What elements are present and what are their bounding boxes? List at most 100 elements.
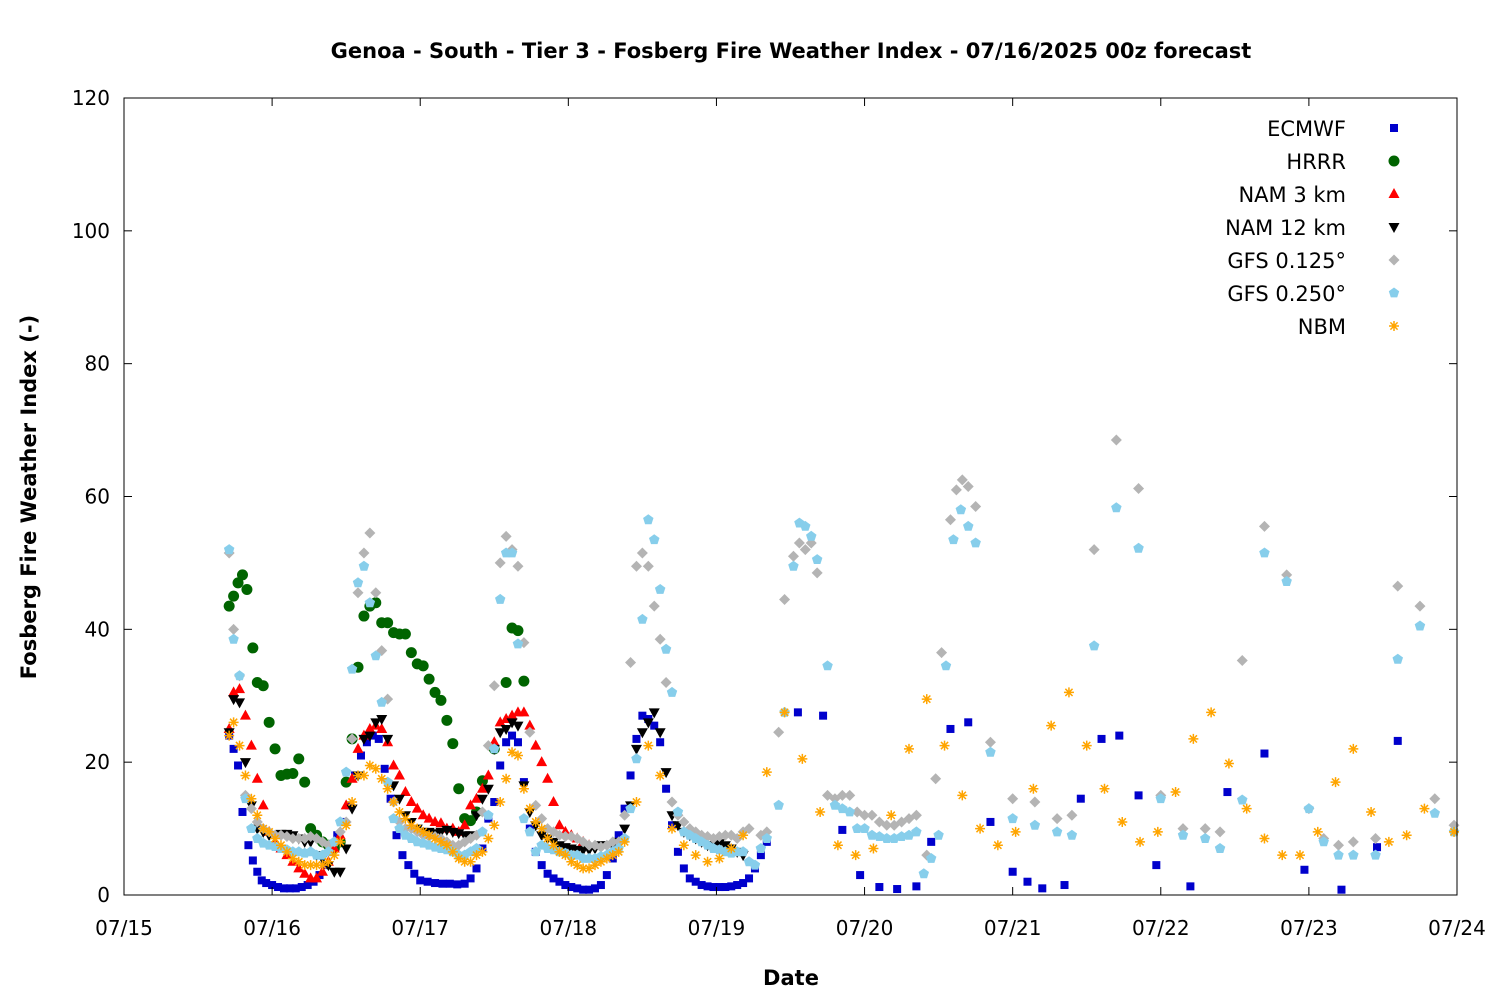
data-point	[930, 773, 942, 785]
data-point	[1177, 823, 1189, 835]
data-point	[650, 721, 659, 730]
data-point	[382, 734, 394, 745]
data-point	[660, 676, 672, 688]
data-point	[356, 751, 365, 760]
data-point	[405, 796, 417, 807]
data-point	[518, 813, 530, 824]
x-tick-label: 07/23	[1280, 916, 1338, 940]
data-point	[944, 514, 956, 526]
data-point	[472, 864, 481, 873]
data-point	[1281, 569, 1293, 581]
data-point	[435, 836, 446, 847]
data-point	[1401, 830, 1412, 841]
data-point	[656, 738, 665, 747]
data-point	[1051, 826, 1063, 837]
data-point	[347, 797, 358, 808]
data-point	[1330, 777, 1341, 788]
data-point	[620, 804, 629, 813]
series-ecmwf	[225, 708, 1402, 894]
data-point	[672, 806, 684, 817]
data-point	[364, 527, 376, 539]
data-point	[411, 802, 423, 813]
data-point	[1348, 743, 1359, 754]
data-point	[1373, 843, 1382, 852]
data-point	[223, 544, 235, 555]
data-point	[636, 728, 648, 739]
data-point	[279, 884, 288, 893]
data-point	[224, 730, 235, 741]
legend-label: HRRR	[1286, 150, 1346, 174]
data-point	[334, 867, 346, 878]
data-point	[956, 474, 968, 486]
data-point	[263, 716, 275, 728]
data-point	[293, 856, 304, 867]
data-point	[370, 587, 382, 599]
data-point	[903, 743, 914, 754]
data-point	[926, 853, 937, 863]
data-point	[275, 840, 286, 851]
data-point	[749, 859, 761, 870]
data-point	[234, 761, 243, 770]
data-point	[1429, 793, 1441, 805]
data-point	[506, 547, 518, 558]
data-point	[341, 820, 352, 831]
data-point	[921, 694, 932, 705]
data-point	[584, 863, 595, 874]
data-point	[471, 843, 482, 853]
data-point	[553, 819, 565, 830]
data-point	[404, 861, 413, 870]
data-point	[352, 587, 364, 599]
data-point	[756, 851, 765, 860]
data-point	[435, 817, 447, 828]
data-point	[613, 846, 624, 857]
data-point	[1051, 813, 1063, 825]
data-point	[1392, 580, 1404, 592]
data-point	[1088, 640, 1100, 651]
data-point	[631, 753, 642, 764]
data-point	[548, 796, 560, 807]
data-point	[638, 711, 647, 720]
data-point	[948, 534, 959, 545]
data-point	[482, 769, 494, 780]
data-point	[246, 793, 257, 804]
data-point	[1223, 758, 1234, 769]
data-point	[417, 809, 429, 820]
data-point	[643, 740, 654, 751]
legend-marker	[1388, 287, 1400, 298]
data-point	[779, 593, 791, 605]
data-point	[673, 847, 682, 856]
data-point	[247, 642, 259, 654]
data-point	[1066, 829, 1078, 840]
x-tick-label: 07/17	[391, 916, 449, 940]
data-point	[435, 827, 447, 838]
data-point	[719, 841, 731, 852]
data-point	[648, 600, 660, 612]
data-point	[745, 874, 754, 883]
data-point	[1060, 881, 1069, 890]
data-point	[811, 554, 823, 564]
data-point	[293, 833, 305, 845]
data-point	[1206, 707, 1217, 718]
data-point	[595, 856, 606, 867]
data-point	[297, 883, 306, 892]
data-point	[1393, 736, 1402, 745]
data-point	[566, 856, 577, 867]
data-point	[316, 865, 328, 876]
data-point	[494, 716, 506, 727]
data-point	[543, 869, 552, 878]
data-point	[963, 520, 974, 531]
data-point	[346, 804, 358, 815]
data-point	[1186, 882, 1195, 891]
data-point	[1099, 783, 1110, 794]
data-point	[399, 786, 411, 797]
data-point	[253, 867, 262, 876]
data-point	[721, 883, 730, 892]
data-point	[936, 647, 948, 659]
data-point	[228, 686, 240, 697]
data-point	[738, 830, 749, 841]
data-point	[234, 683, 246, 694]
data-point	[1414, 620, 1426, 631]
data-point	[394, 806, 405, 817]
data-point	[614, 831, 623, 840]
data-point	[438, 879, 447, 888]
